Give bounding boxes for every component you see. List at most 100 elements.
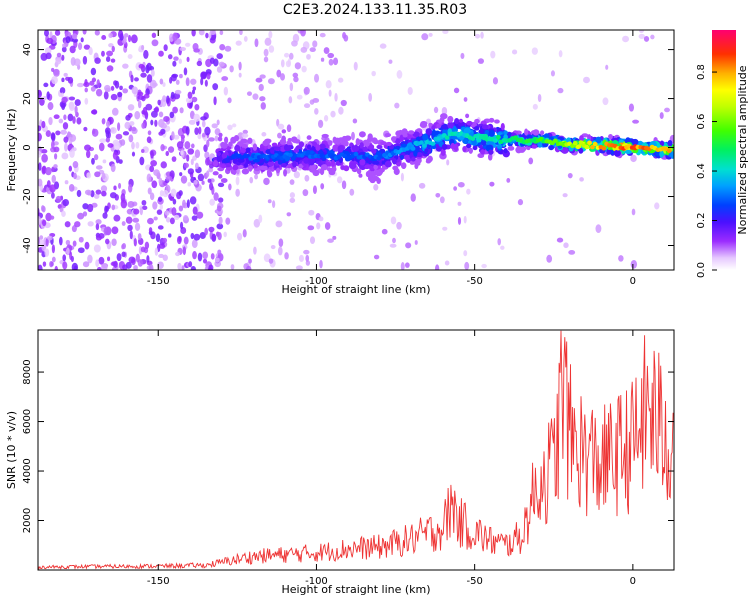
heatmap-noise-cell [183,214,189,221]
heatmap-noise-cell [177,262,182,270]
heatmap-noise-cell [312,97,320,103]
snr-y-tick-label: 2000 [22,508,33,533]
heatmap-noise-cell [312,185,317,195]
heatmap-noise-cell [442,30,449,35]
heatmap-noise-cell [289,197,296,203]
heatmap-noise-cell [144,241,150,250]
heatmap-noise-cell [134,77,139,82]
heatmap-noise-cell [104,205,108,214]
heatmap-signal-cell [337,137,345,142]
heatmap-noise-cell [179,221,184,230]
heatmap-noise-cell [146,173,152,183]
heatmap-noise-cell [149,165,155,173]
heatmap-noise-cell [45,130,51,138]
heatmap-noise-cell [630,259,638,269]
colorbar-ticks: 0.0 0.2 0.4 0.6 0.8 [696,64,717,278]
heatmap-noise-cell [225,217,231,225]
heatmap-signal-cell [613,149,621,157]
heatmap-noise-cell [267,199,272,204]
heatmap-noise-cell [122,88,129,94]
heatmap-noise-cell [305,254,310,262]
heatmap-noise-cell [531,47,538,55]
heatmap-signal-cell [659,140,665,147]
heatmap-signal-cell [425,128,433,135]
heatmap-noise-cell [602,97,609,106]
spectrogram-y-axis-label: Frequency (Hz) [5,109,18,192]
heatmap-noise-cell [209,30,216,36]
heatmap-noise-cell [154,247,159,256]
heatmap-noise-cell [164,210,170,216]
heatmap-noise-cell [94,171,101,178]
heatmap-noise-cell [54,30,61,36]
heatmap-signal-cell [364,164,372,169]
heatmap-signal-cell [462,146,467,153]
heatmap-noise-cell [131,141,135,150]
heatmap-noise-cell [64,180,69,185]
heatmap-noise-cell [111,107,119,116]
heatmap-noise-cell [404,262,410,268]
heatmap-signal-cell [286,140,292,146]
heatmap-noise-cell [463,215,467,224]
heatmap-noise-cell [480,31,484,39]
colorbar-tick-label: 0.8 [696,64,707,80]
heatmap-noise-cell [43,82,49,88]
heatmap-noise-cell [400,262,405,270]
heatmap-noise-cell [184,42,191,47]
heatmap-noise-cell [38,125,42,132]
heatmap-noise-cell [301,65,307,73]
heatmap-noise-cell [133,238,137,247]
heatmap-ridge-cell [584,144,590,150]
heatmap-noise-cell [38,264,43,270]
heatmap-signal-cell [441,143,448,150]
heatmap-signal-cell [232,165,239,171]
heatmap-noise-cell [160,122,167,129]
heatmap-noise-cell [101,34,107,41]
heatmap-noise-cell [142,205,148,211]
spectrogram-x-tick-label: -150 [147,276,170,287]
heatmap-noise-cell [38,236,41,246]
heatmap-signal-cell [431,129,437,137]
heatmap-noise-cell [122,131,130,136]
heatmap-noise-cell [101,263,108,270]
heatmap-noise-cell [200,71,207,80]
heatmap-noise-cell [227,124,233,131]
heatmap-noise-cell [238,72,242,78]
heatmap-noise-cell [171,73,179,78]
heatmap-noise-cell [41,205,45,212]
heatmap-noise-cell [180,150,184,156]
heatmap-noise-cell [497,238,501,246]
heatmap-noise-cell [84,97,89,105]
heatmap-signal-cell [217,136,223,142]
heatmap-signal-cell [439,117,445,123]
heatmap-noise-cell [70,255,74,263]
heatmap-noise-cell [141,122,146,129]
heatmap-noise-cell [317,119,324,129]
heatmap-signal-cell [401,128,408,135]
heatmap-signal-cell [292,160,297,168]
heatmap-noise-cell [187,182,192,187]
heatmap-noise-cell [91,157,95,165]
heatmap-signal-cell [413,150,418,157]
heatmap-noise-cell [191,143,195,149]
heatmap-noise-cell [53,164,58,169]
heatmap-noise-cell [175,251,181,257]
heatmap-noise-cell [60,129,68,135]
spectrogram-y-tick-label: -40 [22,237,33,253]
heatmap-noise-cell [400,172,404,182]
heatmap-noise-cell [286,212,292,217]
heatmap-ridge-cell [421,143,427,148]
heatmap-noise-cell [253,246,257,255]
heatmap-noise-cell [463,250,468,257]
heatmap-noise-cell [113,214,121,222]
heatmap-signal-cell [352,145,360,152]
heatmap-ridge-cell [592,141,598,147]
heatmap-noise-cell [285,60,292,68]
heatmap-noise-cell [49,215,55,220]
heatmap-noise-cell [209,57,215,64]
heatmap-noise-cell [150,150,154,159]
heatmap-noise-cell [622,35,630,43]
heatmap-ridge-cell [589,145,595,150]
heatmap-noise-cell [563,242,569,249]
heatmap-signal-cell [462,138,468,144]
heatmap-noise-cell [130,74,134,83]
